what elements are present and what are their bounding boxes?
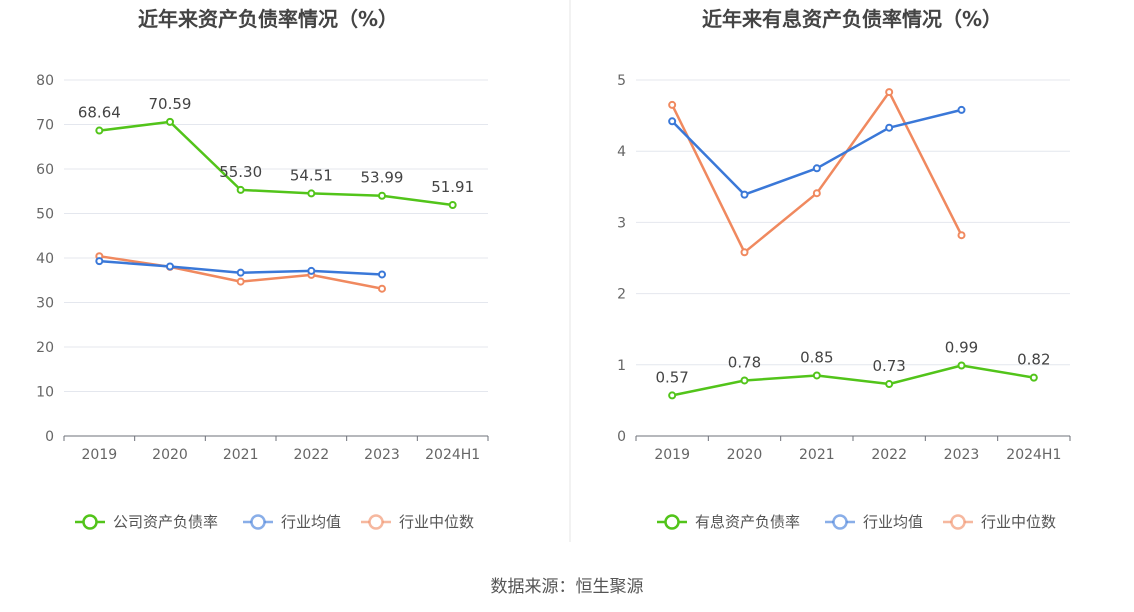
- legend-item[interactable]: 行业中位数: [943, 513, 1056, 531]
- data-point[interactable]: [236, 185, 245, 194]
- data-label: 68.64: [78, 104, 121, 122]
- legend-swatch-marker: [368, 514, 384, 530]
- data-point[interactable]: [378, 270, 386, 279]
- data-label: 0.82: [1017, 351, 1050, 369]
- data-label: 0.99: [945, 339, 978, 357]
- legend-swatch-marker: [82, 514, 98, 530]
- legend-item[interactable]: 公司资产负债率: [75, 513, 218, 531]
- legend-item[interactable]: 行业均值: [825, 513, 923, 531]
- data-label: 0.85: [800, 348, 833, 366]
- data-point[interactable]: [378, 191, 386, 200]
- y-tick-label: 60: [36, 162, 54, 178]
- data-point[interactable]: [166, 262, 174, 271]
- data-label: 0.73: [872, 357, 905, 375]
- data-point[interactable]: [740, 376, 749, 385]
- data-point[interactable]: [812, 371, 821, 380]
- data-point[interactable]: [957, 105, 966, 114]
- legend-label: 公司资产负债率: [113, 513, 218, 531]
- y-tick-label: 3: [617, 215, 626, 231]
- y-tick-label: 0: [617, 429, 626, 445]
- x-tick-label: 2020: [152, 447, 188, 463]
- x-tick-label: 2019: [654, 447, 690, 463]
- legend-item[interactable]: 有息资产负债率: [657, 513, 800, 531]
- y-tick-label: 5: [617, 73, 626, 89]
- legend-swatch-marker: [950, 514, 966, 530]
- x-tick-label: 2019: [82, 447, 118, 463]
- data-point[interactable]: [236, 268, 245, 277]
- data-point[interactable]: [957, 361, 966, 370]
- x-tick-label: 2021: [799, 447, 835, 463]
- data-point[interactable]: [885, 88, 894, 97]
- legend-label: 行业均值: [281, 513, 341, 531]
- data-point[interactable]: [668, 391, 677, 400]
- y-tick-label: 10: [36, 385, 54, 401]
- legend-item[interactable]: 行业均值: [243, 513, 341, 531]
- data-point[interactable]: [812, 164, 821, 173]
- data-label: 0.57: [655, 368, 688, 386]
- data-label: 55.30: [219, 163, 262, 181]
- chart-panel-debt-ratio: 近年来资产负债率情况（%） 0 10 20 30 40 50 60 70 80 2019 2020 2…: [36, 7, 489, 531]
- legend-label: 行业中位数: [399, 513, 474, 531]
- series-line: [99, 120, 453, 207]
- data-point[interactable]: [1029, 373, 1038, 382]
- x-tick-label: 2024H1: [425, 447, 480, 463]
- y-tick-label: 2: [617, 287, 626, 303]
- chart-title: 近年来资产负债率情况（%）: [138, 7, 398, 31]
- data-point[interactable]: [668, 100, 677, 109]
- legend-item[interactable]: 行业中位数: [361, 513, 474, 531]
- data-point[interactable]: [166, 117, 174, 126]
- y-tick-label: 80: [36, 73, 54, 89]
- chart-panel-interest-bearing-debt-ratio: 近年来有息资产负债率情况（%） 0 1 2 3 4 5 2019 2020 2021 2022 20…: [617, 7, 1071, 531]
- series-line: [671, 364, 1035, 397]
- legend-label: 行业中位数: [981, 513, 1056, 531]
- x-tick-label: 2020: [727, 447, 763, 463]
- legend-swatch-marker: [250, 514, 266, 530]
- legend-label: 行业均值: [863, 513, 923, 531]
- data-label: 54.51: [290, 166, 333, 184]
- data-point[interactable]: [95, 257, 104, 266]
- data-point[interactable]: [448, 201, 457, 210]
- series-line: [671, 108, 962, 196]
- legend-swatch-marker: [664, 514, 680, 530]
- data-label: 51.91: [431, 178, 474, 196]
- x-tick-label: 2023: [364, 447, 400, 463]
- x-tick-label: 2021: [223, 447, 259, 463]
- data-point[interactable]: [957, 231, 966, 240]
- y-tick-label: 1: [617, 358, 626, 374]
- legend-label: 有息资产负债率: [695, 513, 800, 531]
- data-point[interactable]: [307, 189, 316, 198]
- data-point[interactable]: [740, 190, 749, 199]
- data-point[interactable]: [885, 123, 894, 132]
- x-tick-label: 2023: [944, 447, 980, 463]
- data-point[interactable]: [812, 189, 821, 198]
- data-label: 0.78: [728, 353, 761, 371]
- x-tick-label: 2022: [871, 447, 907, 463]
- y-tick-label: 30: [36, 296, 54, 312]
- data-source-label: 数据来源：恒生聚源: [491, 577, 644, 597]
- chart-title: 近年来有息资产负债率情况（%）: [702, 7, 1002, 31]
- data-point[interactable]: [95, 126, 104, 135]
- y-tick-label: 70: [36, 118, 54, 134]
- y-tick-label: 50: [36, 207, 54, 223]
- y-tick-label: 0: [45, 429, 54, 445]
- data-point[interactable]: [668, 117, 677, 126]
- y-tick-label: 40: [36, 251, 54, 267]
- legend-swatch-marker: [832, 514, 848, 530]
- data-point[interactable]: [885, 380, 894, 389]
- data-label: 70.59: [149, 95, 192, 113]
- data-label: 53.99: [361, 169, 404, 187]
- data-point[interactable]: [307, 266, 316, 275]
- x-tick-label: 2024H1: [1006, 447, 1061, 463]
- data-point[interactable]: [378, 284, 386, 293]
- y-tick-label: 20: [36, 340, 54, 356]
- y-tick-label: 4: [617, 144, 626, 160]
- data-point[interactable]: [236, 277, 245, 286]
- data-point[interactable]: [740, 248, 749, 257]
- x-tick-label: 2022: [294, 447, 330, 463]
